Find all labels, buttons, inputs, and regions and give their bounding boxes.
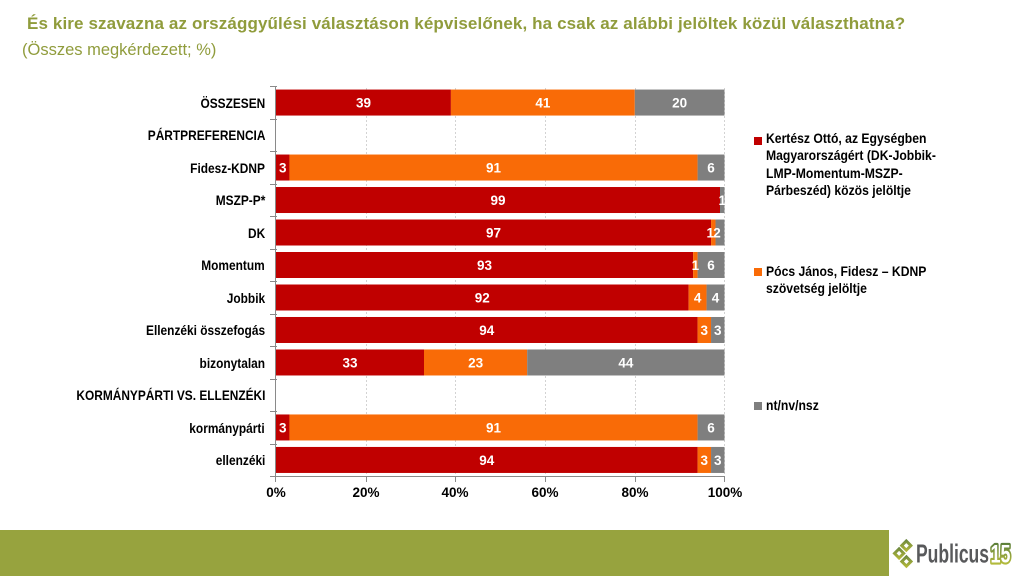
svg-text:3: 3 (279, 160, 287, 175)
svg-text:33: 33 (342, 355, 358, 370)
svg-text:93: 93 (477, 258, 493, 273)
svg-text:1: 1 (707, 225, 715, 240)
svg-text:44: 44 (618, 355, 634, 370)
svg-text:3: 3 (279, 420, 287, 435)
svg-text:1: 1 (719, 193, 727, 208)
svg-text:2: 2 (713, 225, 721, 240)
svg-text:41: 41 (535, 95, 551, 110)
svg-text:20: 20 (672, 95, 687, 110)
svg-text:6: 6 (707, 258, 715, 273)
svg-text:1: 1 (692, 258, 700, 273)
svg-text:91: 91 (486, 420, 502, 435)
svg-text:Publicus: Publicus (916, 539, 989, 569)
svg-text:6: 6 (707, 160, 715, 175)
svg-text:39: 39 (356, 95, 371, 110)
svg-text:97: 97 (486, 225, 501, 240)
svg-text:3: 3 (701, 453, 709, 468)
svg-text:99: 99 (490, 193, 505, 208)
svg-text:15: 15 (991, 541, 1011, 569)
svg-text:3: 3 (714, 453, 722, 468)
svg-text:4: 4 (694, 290, 702, 305)
svg-text:23: 23 (468, 355, 484, 370)
svg-text:3: 3 (714, 323, 722, 338)
svg-text:91: 91 (486, 160, 502, 175)
svg-text:92: 92 (475, 290, 490, 305)
svg-text:94: 94 (479, 323, 495, 338)
svg-text:4: 4 (712, 290, 720, 305)
svg-text:3: 3 (701, 323, 709, 338)
svg-text:94: 94 (479, 453, 495, 468)
svg-text:6: 6 (707, 420, 715, 435)
